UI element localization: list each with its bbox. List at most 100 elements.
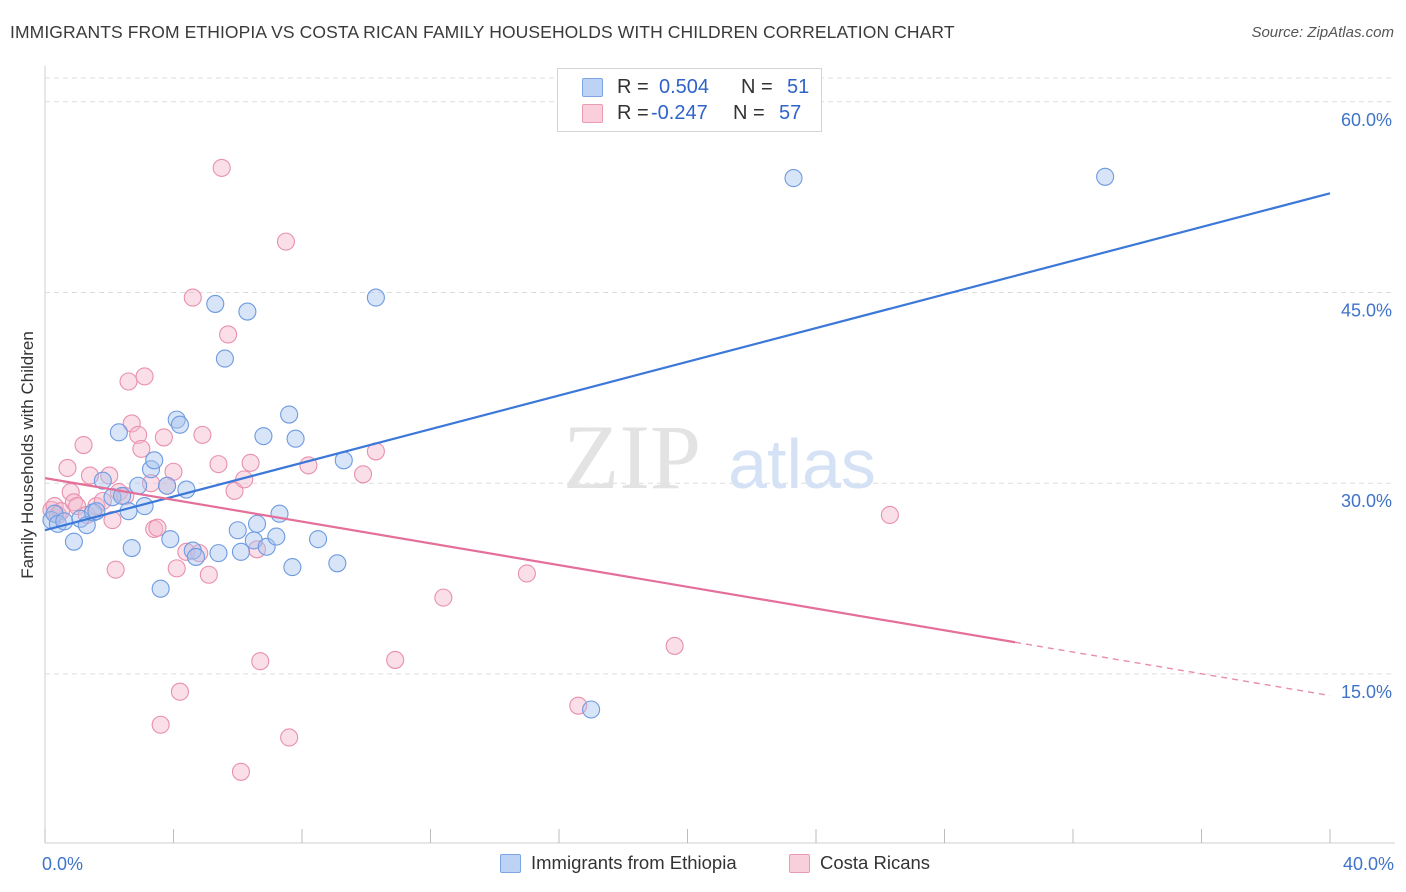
data-point [241,453,260,472]
x-tick-label: 0.0% [42,854,83,874]
data-point [219,325,238,344]
trend-line-extension [1015,641,1331,697]
data-point [366,288,385,307]
data-point [251,652,270,671]
data-point [129,425,148,444]
data-point [582,700,601,719]
bottom-legend-label-ethiopia: Immigrants from Ethiopia [531,852,737,873]
legend-row-ethiopia: R = 0.504 N = 51 [582,76,809,98]
legend-n-value: 57 [779,101,802,124]
bottom-legend-costa-ricans: Costa Ricans [789,852,930,874]
watermark-zip: ZIP [563,406,701,508]
data-point [267,527,286,546]
series-costa-ricans [42,158,899,781]
legend-r-value: 0.504 [659,75,710,98]
bottom-legend-ethiopia: Immigrants from Ethiopia [500,852,737,874]
data-point [119,372,138,391]
data-point [109,423,128,442]
data-point [177,542,196,561]
data-point [161,530,180,549]
y-tick-label: 45.0% [1341,300,1392,320]
data-point [209,455,228,474]
data-point [665,636,684,655]
axes [44,66,1395,844]
legend-n-label: N = [733,101,765,124]
source-label: Source: ZipAtlas.com [1251,24,1394,41]
data-point [386,650,405,669]
legend-n-label: N = [741,75,773,98]
data-point [106,560,125,579]
data-point [328,554,347,573]
data-point [206,294,225,313]
data-point [122,538,141,558]
grid-lines [45,77,1395,675]
y-tick-label: 30.0% [1341,491,1392,511]
data-point [148,518,167,537]
data-point [58,458,77,477]
data-point [183,288,202,307]
y-tick-label: 15.0% [1341,682,1392,702]
legend-row-costa-ricans: R = -0.247 N = 57 [582,102,801,124]
bottom-legend-label-costa-ricans: Costa Ricans [820,852,931,873]
data-point [151,579,170,598]
data-point [151,715,170,734]
data-point [209,544,228,563]
data-point [167,410,186,429]
data-point [154,428,173,447]
bottom-legend-swatch-pink [789,853,810,873]
data-point [434,588,453,607]
x-tick-label: 40.0% [1343,854,1394,874]
data-point [193,425,212,444]
data-point [45,504,64,523]
data-point [167,559,186,578]
legend-swatch-pink [582,103,603,123]
data-point [145,451,164,470]
data-point [215,349,234,368]
data-point [247,514,267,533]
legend-n-value: 51 [787,75,810,98]
data-point [199,565,218,584]
data-point [158,476,177,495]
data-point [280,728,299,747]
data-point [122,414,141,433]
data-point [254,427,273,446]
data-point [286,429,305,448]
data-point [135,367,154,386]
data-point [132,439,151,458]
watermark-atlas: atlas [728,425,876,503]
chart-title: IMMIGRANTS FROM ETHIOPIA VS COSTA RICAN … [10,22,955,42]
data-point [212,158,231,177]
data-point [170,682,189,701]
legend-swatch-blue [582,77,603,97]
data-point [186,547,206,566]
data-point [231,762,251,781]
legend-r-value: -0.247 [651,101,708,124]
data-point [129,476,148,495]
data-point [231,542,251,561]
bottom-legend-swatch-blue [500,853,521,873]
data-point [170,415,189,434]
data-point [353,465,373,484]
data-point [880,505,899,525]
data-point [93,471,112,490]
data-point [238,302,257,321]
trend-lines [44,192,1331,697]
trend-line [44,192,1331,532]
data-point [74,436,93,455]
stats-legend: R = 0.504 N = 51 R = -0.247 N = 57 [557,68,822,132]
data-point [228,521,247,540]
y-tick-label: 60.0% [1341,110,1392,130]
data-point [280,405,299,424]
legend-r-label: R = [617,75,649,98]
tick-labels: 15.0% 30.0% 45.0% 60.0% 0.0% 40.0% [42,110,1394,874]
data-point [784,169,803,188]
data-point [517,564,536,583]
data-point [64,532,83,551]
data-point [119,502,138,521]
data-point [276,232,295,251]
legend-r-label: R = [617,101,649,124]
data-point [309,530,328,549]
trend-line [44,477,1016,644]
data-point [283,558,302,577]
